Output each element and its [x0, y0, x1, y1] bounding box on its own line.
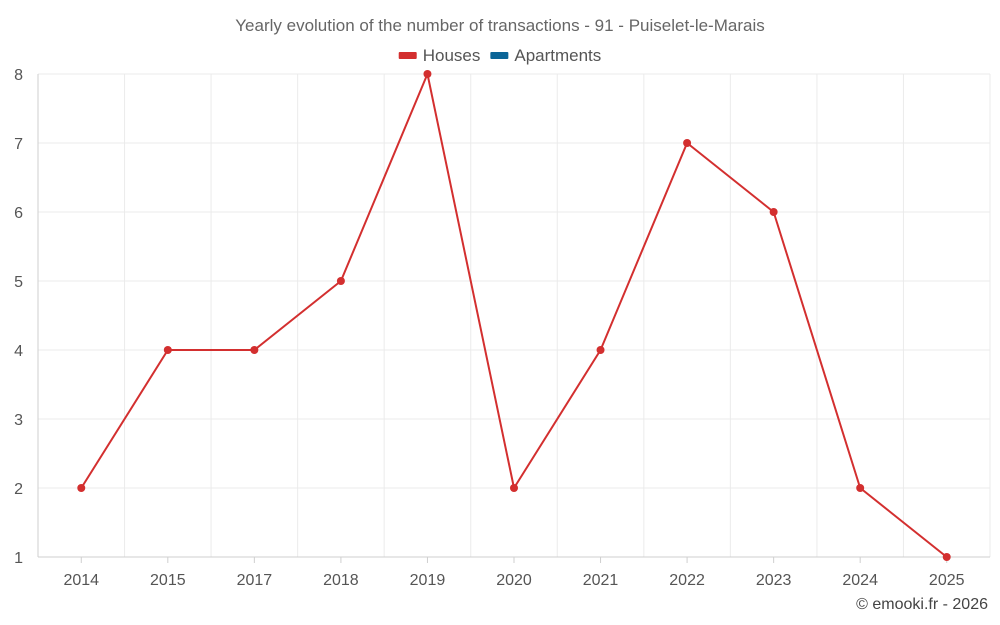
chart-title: Yearly evolution of the number of transa…: [235, 16, 764, 35]
data-point: [336, 277, 345, 285]
credit-text: © emooki.fr - 2026: [856, 596, 988, 613]
legend-label: Apartments: [514, 46, 601, 65]
y-tick-label: 2: [14, 481, 23, 498]
data-point: [510, 484, 518, 492]
x-tick-label: 2014: [63, 572, 99, 589]
y-tick-label: 1: [14, 550, 23, 567]
data-point: [250, 346, 259, 354]
x-tick-label: 2017: [237, 572, 273, 589]
data-point: [596, 346, 605, 354]
x-tick-label: 2019: [410, 572, 446, 589]
data-point: [683, 139, 692, 147]
legend-swatch: [398, 52, 417, 59]
legend-item-apartments: Apartments: [490, 46, 601, 65]
data-point: [77, 484, 86, 492]
y-tick-label: 6: [14, 205, 23, 222]
legend-swatch: [490, 52, 509, 59]
series-group: [77, 70, 951, 561]
y-tick-label: 4: [14, 343, 23, 360]
data-point: [769, 208, 778, 216]
x-tick-label: 2020: [496, 572, 532, 589]
x-axis: 2014 2015 2017 2018 2019 2020 2021 2022 2023 2024…: [38, 556, 990, 589]
x-tick-label: 2022: [669, 572, 705, 589]
x-tick-label: 2018: [323, 572, 359, 589]
data-point: [163, 346, 172, 354]
x-tick-label: 2025: [929, 572, 965, 589]
x-tick-label: 2021: [583, 572, 619, 589]
legend-label: Houses: [423, 46, 481, 65]
legend: Houses Apartments: [398, 46, 601, 65]
x-tick-label: 2015: [150, 572, 186, 589]
x-tick-label: 2023: [756, 572, 792, 589]
y-tick-label: 5: [14, 274, 23, 291]
data-point: [423, 70, 432, 78]
y-axis: 1 2 3 4 5 6 7 8: [14, 67, 39, 567]
data-point: [856, 484, 865, 492]
data-point: [942, 553, 951, 561]
y-tick-label: 7: [14, 136, 23, 153]
y-tick-label: 3: [14, 412, 23, 429]
gridlines: [37, 73, 991, 558]
legend-item-houses: Houses: [398, 46, 481, 65]
y-tick-label: 8: [14, 67, 23, 84]
x-tick-label: 2024: [842, 572, 878, 589]
